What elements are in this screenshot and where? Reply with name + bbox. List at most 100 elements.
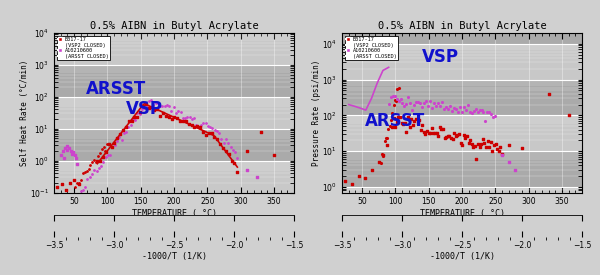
- Title: 0.5% AIBN in Butyl Acrylate: 0.5% AIBN in Butyl Acrylate: [377, 21, 547, 31]
- Point: [66, 149, 76, 153]
- Point: [68, 150, 77, 155]
- Point: [175, 119, 185, 124]
- Point: [467, 141, 476, 146]
- Point: [408, 123, 418, 127]
- Point: [445, 134, 454, 138]
- Bar: [342, 187, 582, 223]
- Point: [457, 143, 467, 147]
- Point: [397, 120, 406, 125]
- Point: [374, 160, 383, 164]
- Point: [147, 105, 157, 109]
- Point: [242, 149, 252, 153]
- Legend: B017-17, (VSP2 CLOSED), A10210600, (ARSST CLOSED): B017-17, (VSP2 CLOSED), A10210600, (ARSS…: [56, 36, 110, 60]
- Point: [56, 153, 65, 157]
- Point: [69, 178, 79, 182]
- Point: [155, 113, 165, 118]
- Point: [207, 131, 217, 136]
- Point: [421, 132, 430, 136]
- Point: [433, 134, 443, 138]
- Point: [59, 156, 69, 160]
- Point: [187, 123, 196, 127]
- Point: [67, 152, 77, 156]
- Point: [493, 147, 502, 152]
- Point: [472, 157, 481, 161]
- Point: [473, 141, 483, 146]
- Point: [92, 159, 102, 163]
- Point: [98, 155, 108, 160]
- Point: [379, 152, 388, 157]
- Point: [451, 133, 461, 138]
- Point: [456, 141, 466, 145]
- Point: [454, 132, 464, 137]
- Point: [449, 131, 459, 136]
- Point: [196, 125, 205, 130]
- Point: [354, 174, 364, 178]
- Point: [415, 117, 424, 122]
- Bar: [342, 79, 582, 116]
- Bar: [342, 44, 582, 79]
- Point: [425, 131, 435, 135]
- Point: [138, 104, 148, 109]
- Point: [432, 131, 442, 135]
- Point: [496, 145, 505, 150]
- Point: [424, 131, 433, 135]
- Legend: B017-17, (VSP2 CLOSED), A10210600, (ARSST CLOSED): B017-17, (VSP2 CLOSED), A10210600, (ARSS…: [344, 36, 398, 60]
- Point: [446, 136, 456, 141]
- Point: [224, 152, 233, 156]
- Point: [497, 152, 507, 156]
- X-axis label: TEMPERATURE ( °C): TEMPERATURE ( °C): [419, 209, 505, 218]
- Point: [504, 160, 514, 164]
- Point: [256, 130, 265, 134]
- Point: [367, 168, 377, 172]
- Point: [61, 188, 71, 192]
- Point: [483, 139, 493, 144]
- Point: [71, 156, 81, 160]
- Bar: [54, 97, 294, 129]
- Point: [389, 116, 398, 120]
- Point: [64, 146, 73, 150]
- Point: [53, 185, 62, 189]
- Point: [466, 137, 475, 142]
- Point: [190, 125, 199, 129]
- Point: [428, 131, 438, 135]
- Bar: [54, 129, 294, 161]
- Point: [405, 125, 415, 129]
- Title: 0.5% AIBN in Butyl Acrylate: 0.5% AIBN in Butyl Acrylate: [89, 21, 259, 31]
- Point: [469, 145, 478, 149]
- Point: [462, 134, 472, 138]
- Point: [209, 135, 219, 139]
- Point: [233, 169, 242, 174]
- Point: [215, 142, 225, 146]
- Point: [416, 128, 425, 132]
- Point: [95, 159, 105, 163]
- Point: [62, 144, 71, 148]
- Point: [57, 182, 67, 186]
- Point: [430, 131, 440, 136]
- Point: [437, 126, 446, 131]
- Point: [104, 142, 113, 147]
- Point: [149, 108, 159, 112]
- Point: [511, 168, 520, 172]
- Point: [173, 116, 182, 120]
- Point: [392, 119, 401, 124]
- Point: [517, 146, 527, 150]
- Point: [74, 182, 83, 186]
- Point: [413, 121, 422, 125]
- Point: [427, 126, 437, 131]
- Point: [70, 153, 79, 157]
- Point: [401, 130, 411, 135]
- Point: [73, 161, 82, 166]
- Point: [422, 128, 432, 133]
- Point: [107, 145, 116, 149]
- Point: [406, 117, 416, 122]
- Point: [60, 146, 70, 150]
- Point: [230, 161, 239, 166]
- Point: [141, 101, 151, 106]
- Point: [212, 136, 222, 141]
- Point: [410, 119, 419, 123]
- Point: [124, 119, 134, 123]
- Point: [442, 134, 451, 139]
- Point: [497, 152, 507, 157]
- Bar: [54, 1, 294, 33]
- Point: [221, 148, 231, 153]
